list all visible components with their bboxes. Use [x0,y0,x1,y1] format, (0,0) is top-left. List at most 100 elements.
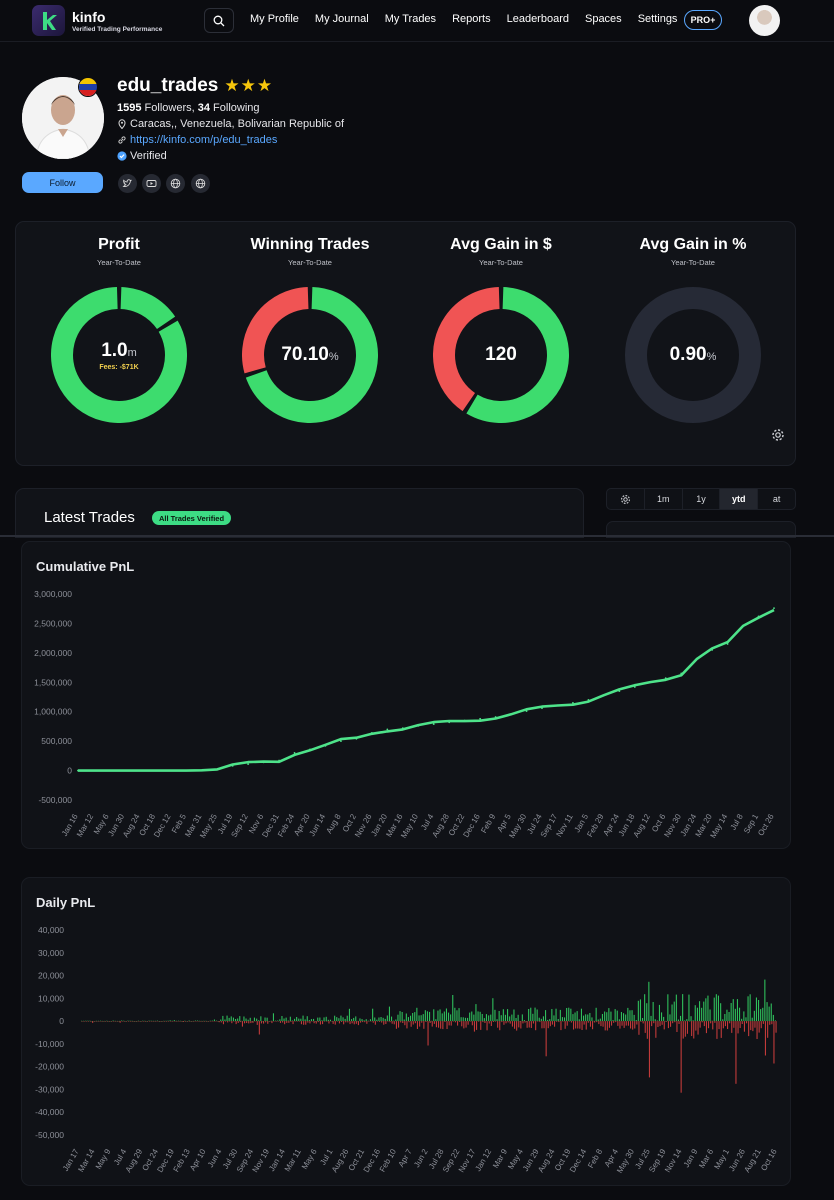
daily-pnl-bar-positive [633,1014,635,1022]
daily-pnl-bar-positive [300,1018,302,1022]
y-tick-label: 1,500,000 [34,677,72,687]
daily-pnl-bar-positive [498,1011,500,1022]
nav-leaderboard[interactable]: Leaderboard [506,13,569,25]
daily-pnl-bar-positive [726,1009,728,1022]
daily-pnl-bar-negative [708,1021,710,1029]
period-ytd[interactable]: ytd [720,489,759,509]
nav-settings[interactable]: Settings [637,13,678,25]
period-1m[interactable]: 1m [645,489,683,509]
kinfo-logo[interactable]: kinfo Verified Trading Performance [32,5,162,36]
daily-pnl-bar-positive [127,1020,129,1022]
verified-label: Verified [130,150,167,162]
avg-gain-percent-value: 0.90 [669,344,707,365]
daily-pnl-bar-positive [359,1018,361,1022]
youtube-icon[interactable] [142,174,161,193]
daily-pnl-bar-positive [656,1020,658,1022]
daily-pnl-bar-negative [440,1021,442,1029]
daily-pnl-bar-positive [734,1008,736,1022]
daily-pnl-bar-positive [287,1020,289,1022]
winning-trades-donut: 70.10% [242,287,378,423]
daily-pnl-bar-positive [642,1018,644,1022]
follow-button[interactable]: Follow [22,172,103,193]
daily-pnl-bar-positive [137,1020,139,1022]
daily-pnl-bar-positive [95,1020,97,1022]
daily-pnl-bar-positive [532,1013,534,1022]
nav-my-profile[interactable]: My Profile [250,13,299,25]
daily-pnl-bar-positive [380,1017,382,1022]
daily-pnl-bar-negative [516,1021,518,1031]
cumulative-pnl-point [386,728,389,731]
nav-spaces[interactable]: Spaces [584,13,622,25]
y-tick-label: 0 [59,1016,64,1026]
daily-pnl-bar-positive [243,1016,245,1022]
nav-my-trades[interactable]: My Trades [384,13,437,25]
stat-profit: Profit Year-To-Date [39,236,199,267]
stats-settings-gear-icon[interactable] [771,428,785,442]
daily-pnl-bar-negative [298,1021,300,1022]
daily-pnl-bar-negative [522,1021,524,1024]
daily-pnl-bar-positive [135,1021,137,1022]
cumulative-pnl-point [216,768,219,771]
period-settings-gear-icon[interactable] [607,489,645,509]
daily-pnl-bar-negative [106,1021,108,1022]
profit-value: 1.0 [101,339,128,361]
daily-pnl-bar-negative [514,1021,516,1029]
cumulative-pnl-point [185,769,188,772]
y-tick-label: -30,000 [35,1084,64,1094]
daily-pnl-bar-negative [235,1021,237,1025]
daily-pnl-bar-positive [542,1016,544,1022]
daily-pnl-bar-negative [684,1021,686,1037]
logo-name: kinfo [72,8,106,25]
daily-pnl-bar-negative [644,1021,646,1033]
daily-pnl-bar-positive [194,1020,196,1022]
daily-pnl-bar-negative [703,1021,705,1027]
following-count[interactable]: 34 [197,102,210,114]
nav-reports[interactable]: Reports [452,13,491,25]
daily-pnl-bar-negative [549,1021,551,1027]
cumulative-pnl-point [494,716,497,718]
cumulative-pnl-point [262,761,265,764]
followers-count[interactable]: 1595 [117,102,142,114]
daily-pnl-bar-positive [321,1020,323,1022]
daily-pnl-bar-negative [556,1021,558,1022]
daily-pnl-bar-positive [140,1021,142,1022]
user-avatar[interactable] [749,5,780,36]
daily-pnl-bar-positive [566,1008,568,1022]
cumulative-pnl-point [77,769,79,772]
search-button[interactable] [204,8,234,33]
profile-url-link[interactable]: https://kinfo.com/p/edu_trades [130,134,278,146]
daily-pnl-bar-negative [220,1021,222,1023]
daily-pnl-bar-negative [309,1021,311,1024]
daily-pnl-bar-positive [388,1006,390,1022]
daily-pnl-bar-negative [111,1021,113,1022]
daily-pnl-bar-positive [606,1012,608,1022]
daily-pnl-bar-negative [389,1021,391,1023]
cumulative-pnl-point [463,719,466,722]
twitter-icon[interactable] [118,174,137,193]
period-1y[interactable]: 1y [683,489,721,509]
globe-icon[interactable] [191,174,210,193]
x-tick-label: Aug 21 [742,1147,763,1174]
daily-pnl-bar-positive [369,1019,371,1022]
verified-row: Verified [117,150,167,162]
daily-pnl-bar-negative [541,1021,543,1029]
daily-pnl-bar-negative [225,1021,227,1022]
daily-pnl-bar-negative [182,1021,184,1022]
daily-pnl-bar-negative [267,1021,269,1024]
period-at[interactable]: at [772,494,781,504]
daily-pnl-bar-negative [659,1021,661,1027]
side-panel-card [606,521,796,538]
daily-pnl-bar-negative [594,1021,596,1023]
daily-pnl-bar-positive [713,997,715,1022]
daily-pnl-bar-negative [769,1021,771,1025]
daily-pnl-bar-positive [549,1019,551,1022]
rating-stars-icon: ★★★ [224,76,274,95]
daily-pnl-bar-negative [562,1021,564,1022]
daily-pnl-bar-negative [442,1021,444,1030]
pro-plus-button[interactable]: PRO+ [684,10,722,30]
daily-pnl-bar-positive [479,1011,481,1022]
cumulative-pnl-point [247,763,250,765]
nav-my-journal[interactable]: My Journal [314,13,369,25]
globe-icon[interactable] [166,174,185,193]
daily-pnl-bar-positive [310,1019,312,1022]
